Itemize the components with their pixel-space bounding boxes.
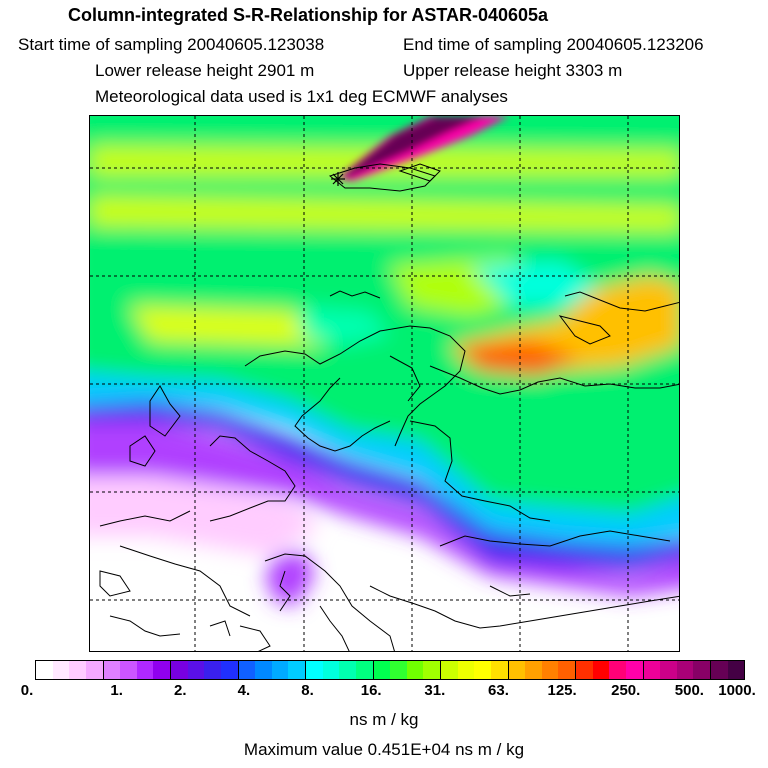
colorbar-swatch — [322, 661, 340, 679]
colorbar-swatch — [490, 661, 509, 679]
colorbar-swatch — [508, 661, 526, 679]
release-plume — [338, 116, 510, 181]
colorbar-swatch — [660, 661, 677, 679]
colorbar-swatch — [36, 661, 53, 679]
units-label: ns m / kg — [349, 710, 419, 729]
colorbar-swatch — [592, 661, 610, 679]
colorbar-tick-label: 0. — [20, 682, 34, 699]
colorbar-swatch — [306, 661, 323, 679]
colorbar-swatch — [576, 661, 593, 679]
start-time-label: Start time of sampling 20040605.123038 — [18, 35, 325, 54]
colorbar-swatch — [153, 661, 171, 679]
colorbar-swatch — [271, 661, 289, 679]
colorbar-swatch — [204, 661, 221, 679]
colorbar-swatch — [355, 661, 374, 679]
colorbar — [35, 660, 745, 680]
colorbar-swatch — [643, 661, 661, 679]
colorbar-swatch — [255, 661, 272, 679]
coastlines — [99, 163, 679, 651]
plot-title: Column-integrated S-R-Relationship for A… — [68, 5, 549, 25]
colorbar-swatch — [171, 661, 188, 679]
sensitivity-map — [89, 115, 680, 652]
colorbar-swatch — [693, 661, 711, 679]
colorbar-swatch — [220, 661, 239, 679]
upper-height-label: Upper release height 3303 m — [403, 61, 623, 80]
release-point-marker — [331, 172, 345, 186]
max-value-label: Maximum value 0.451E+04 ns m / kg — [243, 740, 525, 759]
colorbar-tick-label: 125. — [547, 682, 577, 699]
colorbar-swatch — [474, 661, 491, 679]
colorbar-swatch — [85, 661, 104, 679]
colorbar-swatch — [288, 661, 306, 679]
colorbar-swatch — [136, 661, 154, 679]
colorbar-swatch — [373, 661, 391, 679]
colorbar-swatch — [187, 661, 205, 679]
colorbar-swatch — [625, 661, 644, 679]
lower-height-label: Lower release height 2901 m — [95, 61, 315, 80]
colorbar-swatch — [541, 661, 559, 679]
colorbar-tick-label: 1. — [110, 682, 123, 699]
colorbar-swatch — [339, 661, 356, 679]
colorbar-swatch — [423, 661, 441, 679]
colorbar-swatch — [238, 661, 256, 679]
colorbar-tick-label: 500. — [674, 682, 704, 699]
colorbar-swatch — [525, 661, 542, 679]
colorbar-tick-label: 2. — [174, 682, 187, 699]
map-canvas — [90, 116, 679, 651]
colorbar-swatch — [52, 661, 70, 679]
met-data-label: Meteorological data used is 1x1 deg ECMW… — [95, 87, 508, 106]
colorbar-swatch — [727, 661, 745, 679]
end-time-label: End time of sampling 20040605.123206 — [403, 35, 704, 54]
colorbar-swatch — [609, 661, 626, 679]
colorbar-swatch — [457, 661, 475, 679]
colorbar-tick-label: 63. — [488, 682, 509, 699]
colorbar-swatch — [69, 661, 86, 679]
colorbar-tick-label: 4. — [237, 682, 251, 699]
colorbar-swatch — [103, 661, 121, 679]
colorbar-tick-label: 16. — [360, 682, 382, 699]
colorbar-tick-label: 31. — [424, 682, 446, 699]
colorbar-swatch — [676, 661, 694, 679]
colorbar-swatch — [558, 661, 576, 679]
colorbar-swatch — [120, 661, 137, 679]
colorbar-swatch — [441, 661, 458, 679]
grid-lines — [90, 116, 679, 651]
colorbar-swatch — [711, 661, 728, 679]
colorbar-tick-label: 8. — [301, 682, 314, 699]
colorbar-tick-label: 1000. — [718, 682, 756, 699]
colorbar-swatch — [406, 661, 424, 679]
colorbar-tick-label: 250. — [611, 682, 641, 699]
colorbar-swatch — [390, 661, 407, 679]
